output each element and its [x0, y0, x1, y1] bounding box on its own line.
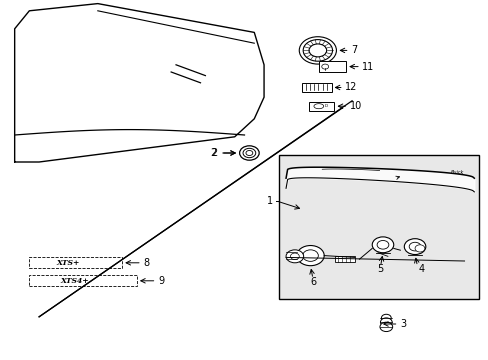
Text: Buick: Buick	[449, 170, 463, 175]
Circle shape	[285, 250, 303, 263]
Circle shape	[381, 314, 390, 321]
Bar	[302, 83, 331, 92]
Text: 8: 8	[143, 258, 150, 268]
Text: 4: 4	[418, 264, 424, 274]
Circle shape	[414, 245, 424, 252]
Text: 5: 5	[377, 264, 383, 274]
Text: 9: 9	[158, 276, 164, 286]
Bar	[319, 61, 346, 72]
Bar	[308, 102, 334, 111]
Text: 7: 7	[350, 45, 357, 55]
Text: XTS4+: XTS4+	[60, 277, 89, 285]
Text: 2: 2	[209, 148, 216, 158]
Circle shape	[380, 318, 391, 327]
Text: 2: 2	[211, 148, 217, 158]
Text: 10: 10	[349, 101, 361, 111]
Text: 3: 3	[399, 319, 406, 329]
Text: D: D	[325, 104, 327, 108]
Bar	[29, 275, 137, 286]
Circle shape	[404, 239, 425, 255]
Text: 11: 11	[362, 62, 374, 72]
Circle shape	[371, 237, 393, 253]
Circle shape	[379, 322, 392, 332]
Bar	[278, 155, 478, 299]
Circle shape	[296, 246, 324, 266]
Text: 12: 12	[345, 82, 357, 93]
Text: 1: 1	[266, 196, 272, 206]
Text: 6: 6	[309, 277, 315, 287]
Text: XTS+: XTS+	[57, 259, 80, 267]
Bar	[29, 257, 122, 268]
Bar	[334, 256, 354, 262]
